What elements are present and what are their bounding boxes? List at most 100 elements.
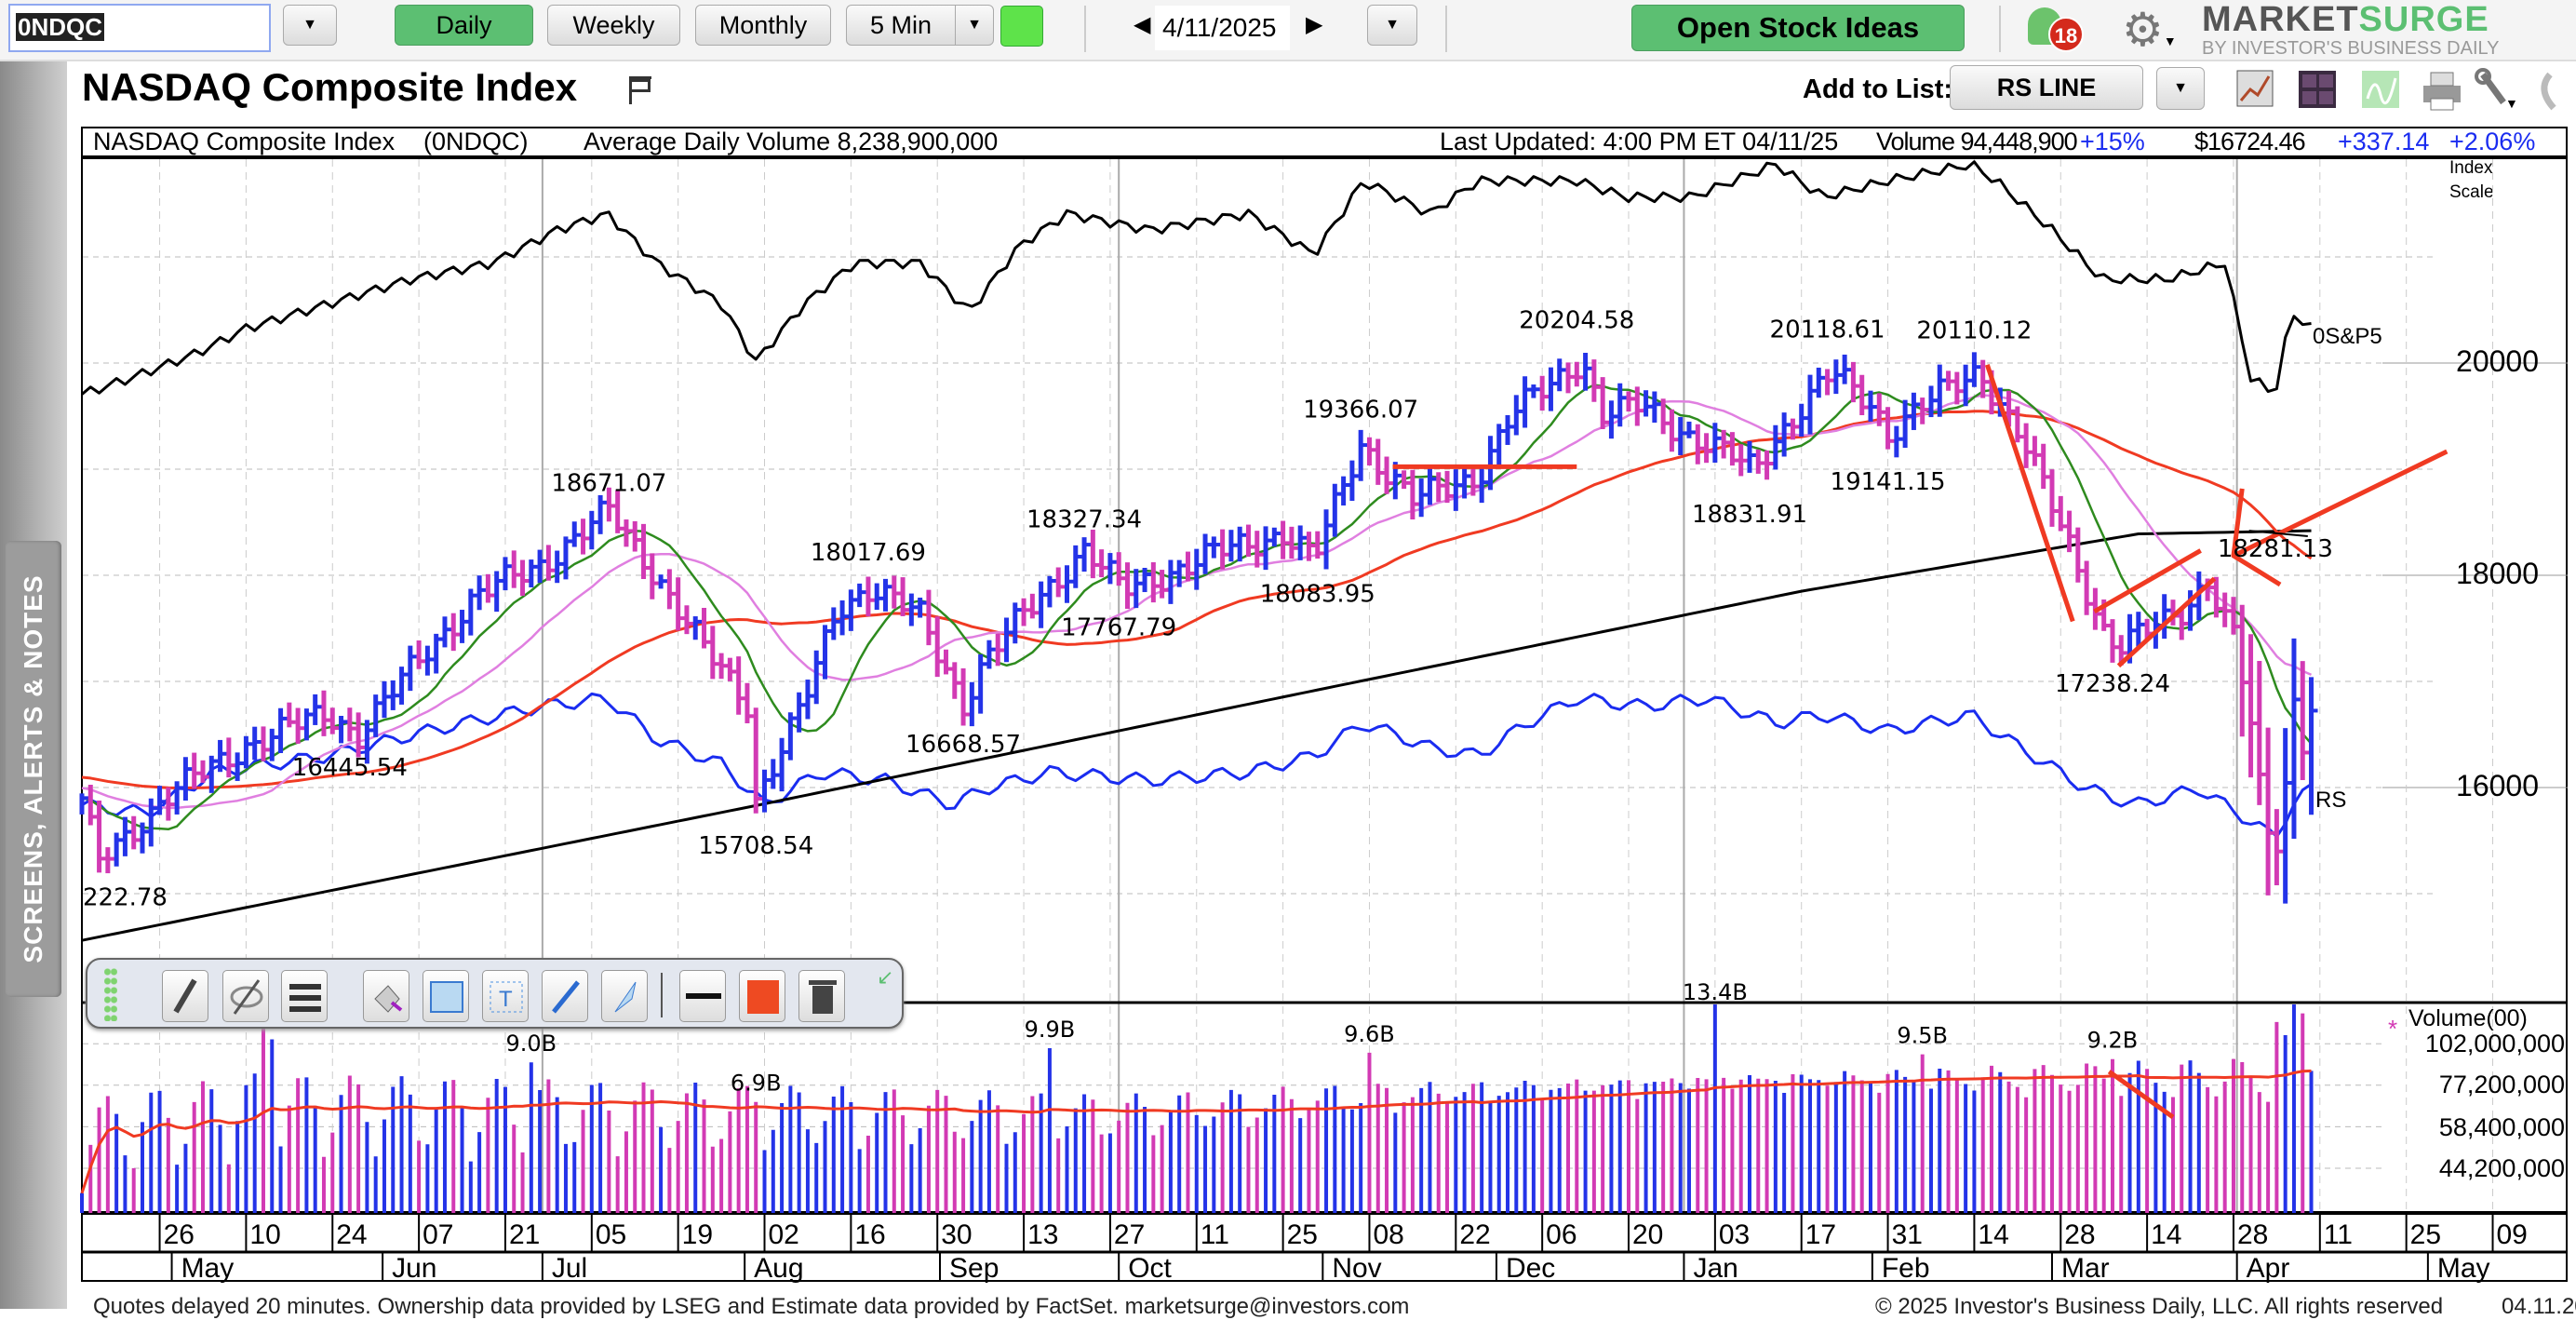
month-label: Feb [1882, 1253, 1930, 1284]
symbol-dropdown-button[interactable]: ▼ [283, 5, 337, 46]
screens-alerts-notes-sidebar: SCREENS, ALERTS & NOTES [0, 61, 67, 1309]
price-label: 18327.34 [1026, 506, 1142, 534]
price-bar [382, 680, 391, 719]
price-bar [624, 519, 633, 547]
list-select[interactable]: RS LINE [1950, 65, 2143, 110]
price-bar [200, 760, 209, 783]
price-bar [745, 682, 754, 724]
price-label: 20204.58 [1519, 307, 1634, 335]
date-tick-label: 27 [1114, 1219, 1145, 1250]
alerts-bell-button[interactable]: 18 [2024, 6, 2091, 54]
price-bar [303, 708, 314, 741]
period-daily-button[interactable]: Daily [395, 5, 533, 46]
line-tool-button[interactable] [542, 970, 588, 1022]
price-bar [339, 715, 348, 744]
price-label: 20118.61 [1770, 316, 1885, 343]
price-bar [87, 784, 98, 826]
list-dropdown-button[interactable]: ▼ [2156, 67, 2205, 110]
price-bar [1513, 395, 1523, 436]
price-bar [1402, 470, 1411, 490]
price-label: 17767.79 [1061, 613, 1176, 641]
month-label: May [2437, 1253, 2490, 1284]
price-bar [944, 649, 953, 675]
price-bar [97, 800, 106, 873]
color-picker-button[interactable] [739, 970, 785, 1022]
volume-label: 9.6B [1344, 1021, 1395, 1047]
price-bar [313, 694, 322, 725]
price-bar [857, 583, 866, 608]
price-bar [1185, 551, 1195, 582]
date-dropdown-button[interactable]: ▼ [1367, 5, 1417, 46]
phone-icon[interactable] [2541, 72, 2556, 111]
chart-tools: ▼ [2236, 68, 2556, 111]
period-5min-button[interactable]: 5 Min [846, 5, 956, 46]
date-tick-label: 25 [1287, 1219, 1318, 1250]
wrench-icon[interactable]: ▼ [2475, 68, 2518, 111]
price-bar [2058, 495, 2068, 532]
trendline-annotation [2116, 576, 2217, 668]
eye-slash-icon [230, 979, 263, 1015]
price-bar [1064, 565, 1074, 603]
print-icon[interactable] [2423, 72, 2461, 111]
price-bar [1954, 371, 1964, 405]
price-bar [356, 712, 366, 758]
price-bar [1634, 386, 1644, 426]
drawing-list-button[interactable] [281, 970, 328, 1022]
price-bar [529, 559, 538, 587]
price-bar [1557, 358, 1566, 392]
screens-alerts-notes-tab[interactable]: SCREENS, ALERTS & NOTES [6, 541, 61, 997]
fill-color-button[interactable] [363, 970, 409, 1022]
date-tick-label: 11 [2324, 1219, 2353, 1250]
logo-subtitle: BY INVESTOR'S BUSINESS DAILY [2202, 38, 2500, 59]
delete-drawings-button[interactable] [798, 970, 845, 1022]
price-bar [1799, 403, 1808, 438]
price-bar [2265, 727, 2275, 896]
line-weight-button[interactable] [679, 970, 726, 1022]
paint-bucket-icon [374, 985, 403, 1013]
divider [1445, 6, 1447, 52]
hide-drawings-button[interactable] [222, 970, 269, 1022]
rs-line-label: RS [2315, 788, 2347, 813]
price-bar [1747, 440, 1757, 473]
price-bar [399, 667, 409, 705]
date-tick-label: 05 [596, 1219, 626, 1250]
open-stock-ideas-button[interactable]: Open Stock Ideas [1631, 5, 1965, 51]
trendline-annotation [2093, 548, 2202, 614]
rectangle-tool-button[interactable] [423, 970, 469, 1022]
price-bar [278, 707, 288, 754]
price-bar [1885, 407, 1895, 450]
price-bar [2049, 469, 2059, 527]
month-label: Mar [2061, 1253, 2110, 1284]
flag-icon[interactable] [629, 76, 651, 104]
date-next-arrow-icon[interactable]: ▶ [1306, 12, 1323, 37]
layout-grid-icon[interactable] [2299, 71, 2336, 108]
price-label: 18083.95 [1260, 580, 1375, 608]
intraday-dropdown-button[interactable]: ▼ [955, 5, 994, 46]
price-bar [1825, 369, 1834, 396]
pen-tool-button[interactable] [601, 970, 648, 1022]
price-bar [114, 832, 124, 867]
price-bar [1134, 569, 1143, 609]
settings-gear-icon[interactable]: ⚙▼ [2122, 4, 2177, 56]
chart-style-icon[interactable] [2362, 71, 2399, 108]
price-bar [1660, 398, 1670, 435]
collapse-toolbar-icon[interactable]: ↙ [877, 965, 894, 989]
period-weekly-button[interactable]: Weekly [547, 5, 680, 46]
date-input[interactable]: 4/11/2025 [1155, 6, 1290, 50]
price-bar [606, 487, 616, 522]
drag-grip-icon[interactable] [104, 967, 117, 1021]
price-bar [243, 735, 253, 769]
live-status-indicator[interactable] [1000, 6, 1043, 47]
price-bar [892, 575, 901, 609]
symbol-input[interactable]: 0NDQC [8, 4, 271, 52]
ma200-line [81, 529, 2312, 942]
price-bar [1418, 478, 1429, 518]
text-tool-button[interactable]: T [482, 970, 529, 1022]
date-prev-arrow-icon[interactable]: ◀ [1134, 12, 1151, 37]
period-monthly-button[interactable]: Monthly [695, 5, 831, 46]
chart-compare-icon[interactable] [2236, 70, 2274, 107]
price-bar [710, 626, 719, 680]
price-bar [442, 616, 451, 648]
draw-pencil-button[interactable] [162, 970, 208, 1022]
